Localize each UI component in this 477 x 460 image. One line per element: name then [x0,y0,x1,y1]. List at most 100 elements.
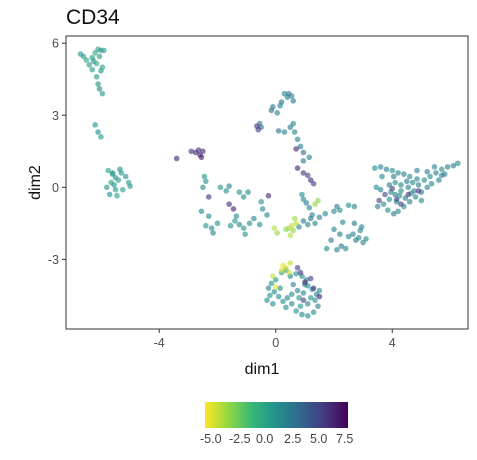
data-point [227,222,234,229]
data-point [300,218,307,224]
data-point [406,198,413,205]
data-point [217,184,224,191]
data-point [345,202,352,209]
data-point [307,275,314,282]
data-point [424,168,431,175]
data-point [398,182,404,188]
data-point [304,312,311,319]
x-axis-title: dim1 [245,361,280,378]
data-point [363,236,369,242]
data-point [395,208,401,215]
color-scale-tick-label: 5.0 [310,432,328,446]
data-point [315,303,321,309]
data-point [281,129,288,135]
color-scale-tick-label: -2.5 [229,432,251,446]
data-point [99,90,106,97]
data-point [240,194,247,200]
data-point [201,173,208,180]
data-point [290,98,297,104]
data-point [117,166,123,173]
data-point [392,179,398,186]
data-point [80,53,87,60]
data-point [334,246,340,253]
data-point [226,183,232,189]
data-point [438,172,445,179]
data-point [310,309,317,315]
data-point [438,166,445,173]
data-point [414,167,420,174]
data-point [350,231,356,237]
data-point [383,166,390,173]
data-point [98,134,104,140]
data-point [331,208,337,215]
data-point [405,184,412,191]
data-point [385,207,391,213]
data-point [95,81,101,87]
data-point [251,215,257,222]
data-point [373,184,380,191]
data-point [316,287,323,294]
data-point [294,136,301,143]
data-point [195,147,202,153]
x-tick-label: -4 [154,336,165,350]
data-point [236,189,243,195]
data-point [300,149,307,156]
data-point [259,206,266,212]
data-point [288,291,295,297]
data-point [95,129,101,135]
data-point [380,201,387,207]
data-point [294,165,301,171]
data-point [415,188,422,194]
data-point [89,66,96,73]
data-point [114,192,120,199]
data-point [109,171,116,177]
data-point [254,123,260,129]
data-point [268,280,275,287]
data-point [267,292,273,299]
data-point [300,158,307,164]
data-point [297,303,304,309]
data-point [302,279,308,285]
data-point [337,231,343,237]
data-point [245,189,251,195]
data-point [265,285,272,291]
data-point [275,128,282,134]
color-scale-tick-label: 2.5 [284,432,302,446]
data-point [115,177,122,183]
data-point [436,177,442,183]
data-point [337,207,343,213]
data-point [303,200,310,206]
scatter-plot: -4 0 4 6 3 0 -3 dim1 dim2 [27,35,469,378]
panel-border [65,35,469,330]
data-point [230,206,237,212]
data-point [92,122,98,128]
data-point [444,164,451,170]
data-point [232,218,238,224]
data-point [389,167,396,174]
chart-title: CD34 [66,6,120,29]
data-point [290,120,297,127]
data-point [377,186,384,193]
data-point [386,196,393,203]
data-point [304,172,311,179]
data-point [112,186,119,193]
data-point [371,165,378,171]
data-point [450,162,457,169]
data-point [342,245,349,252]
data-point [208,225,215,231]
data-point [95,46,101,53]
data-point [283,264,289,271]
data-point [290,227,297,234]
data-point [304,300,311,307]
data-point [101,47,107,54]
data-point [288,300,295,307]
points-layer [77,46,461,319]
data-point [297,143,304,150]
data-point [122,173,129,180]
data-point [306,204,313,211]
data-point [294,287,301,294]
data-point [188,148,195,155]
data-point [198,154,205,161]
data-point [390,210,397,217]
data-point [271,288,278,295]
